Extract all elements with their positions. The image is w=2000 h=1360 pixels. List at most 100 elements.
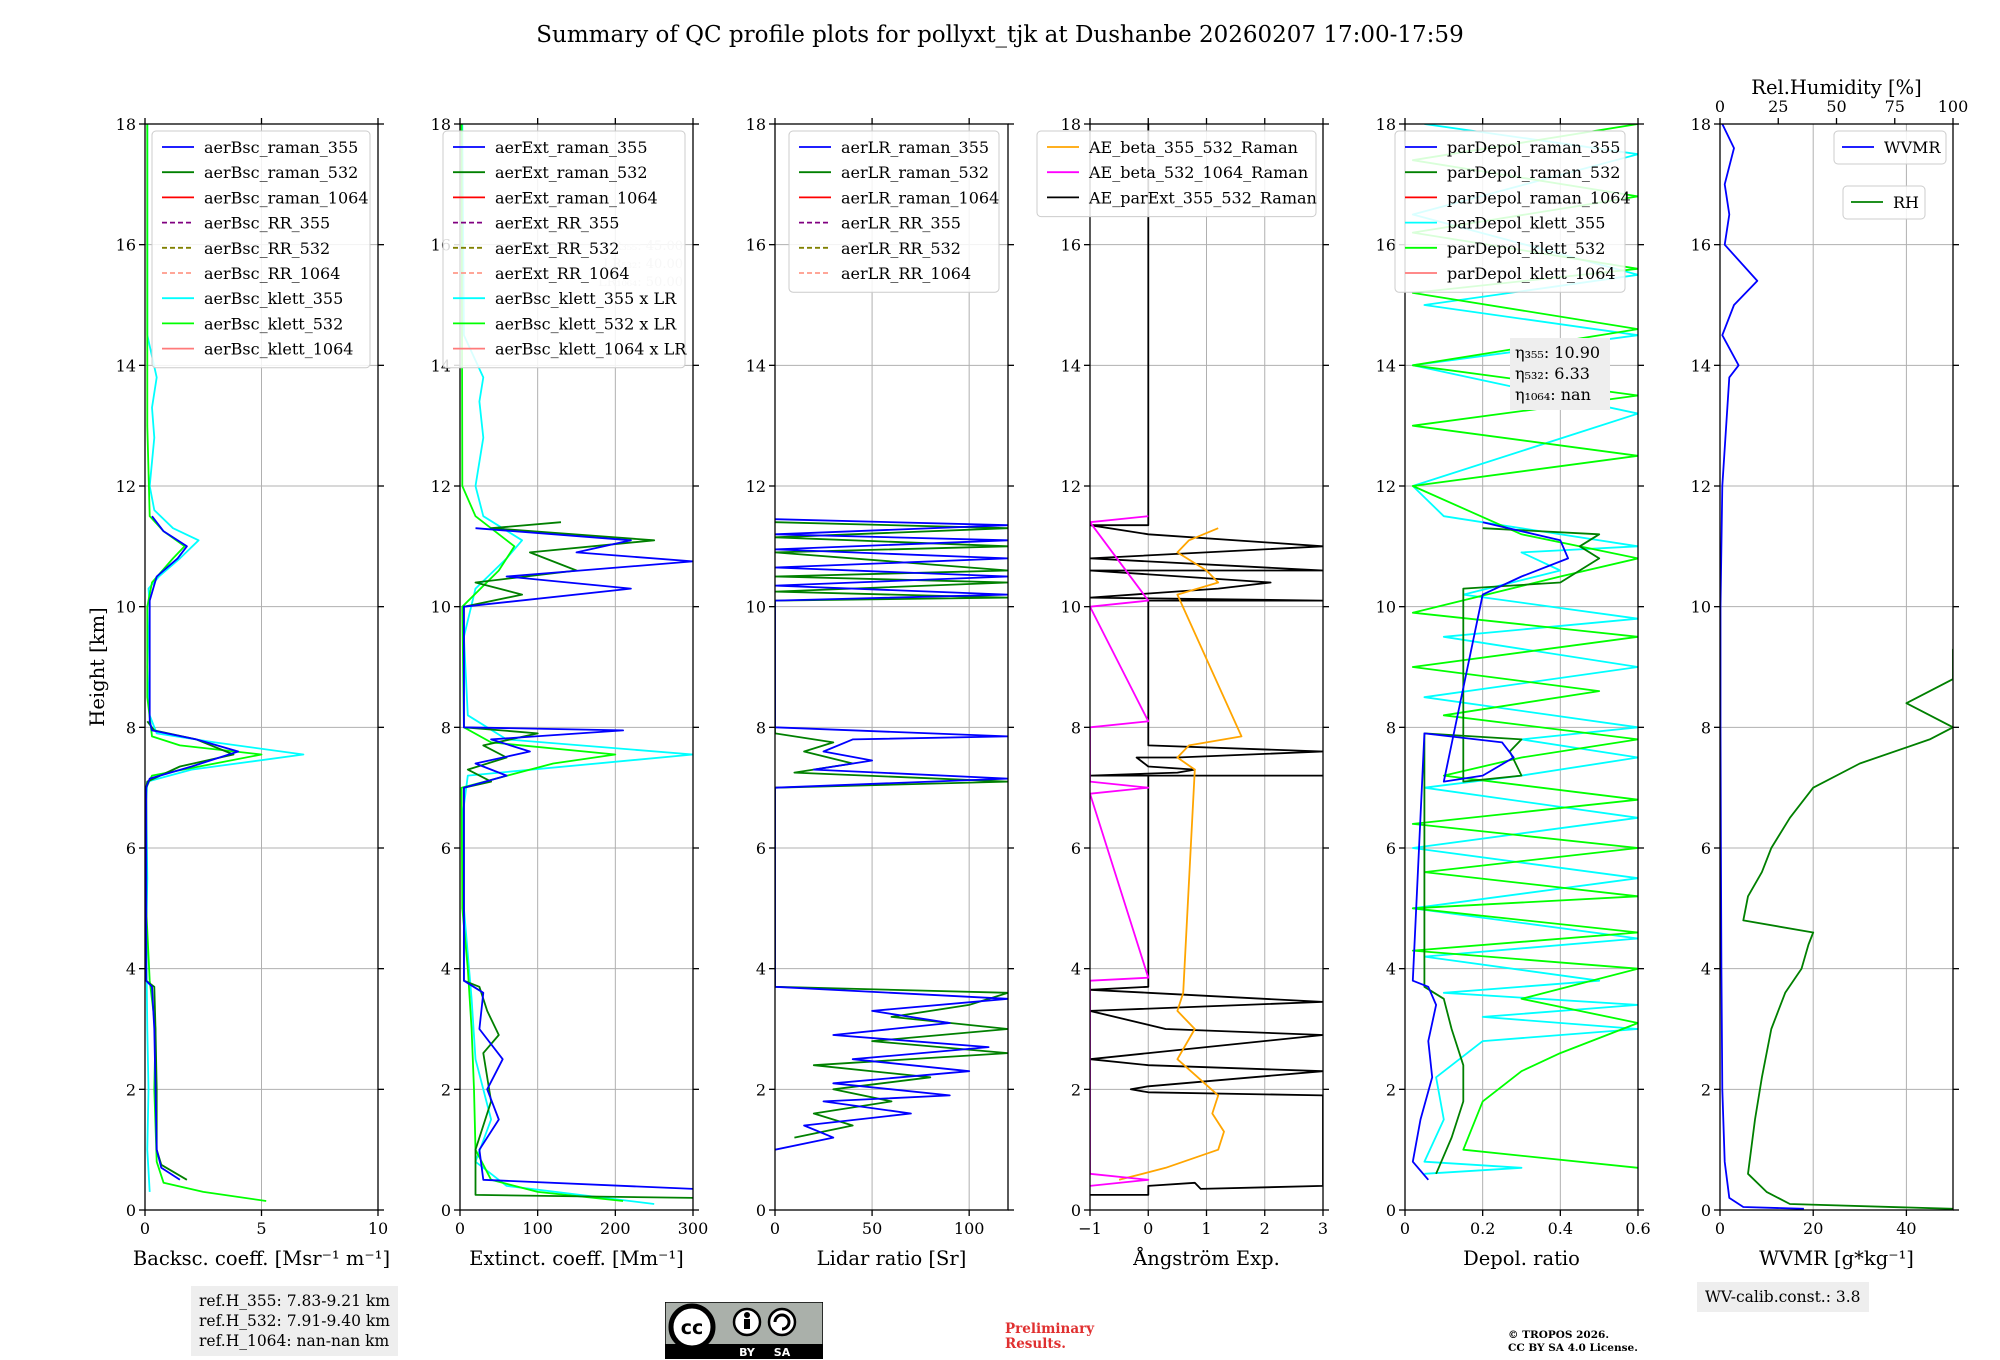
x-tick-label: 2 (1260, 1219, 1270, 1238)
series-line-WVMR (1720, 124, 1804, 1210)
copyright-note: © TROPOS 2026. CC BY SA 4.0 License. (1508, 1329, 1638, 1355)
ref-height-box: ref.H_355: 7.83-9.21 km ref.H_532: 7.91-… (191, 1286, 398, 1356)
y-tick-label: 12 (1376, 477, 1396, 496)
y-tick-label: 16 (1691, 236, 1711, 255)
legend-label: AE_parExt_355_532_Raman (1088, 188, 1317, 207)
legend-label: aerBsc_raman_355 (204, 138, 358, 157)
y-tick-label: 12 (116, 477, 136, 496)
x-tick-label: 0.6 (1625, 1219, 1650, 1238)
chart-panel-1: 0 2 4 6 8 10 12 14 16 18 0 5 10 Backsc. coeff. [Msr⁻¹… (86, 115, 390, 1270)
x-axis-label: Ångström Exp. (1132, 1245, 1280, 1270)
legend-panel-2: aerExt_raman_355 aerExt_raman_532 aerExt_r… (442, 130, 687, 369)
y-tick-label: 4 (1071, 960, 1081, 979)
x2-tick-label: 100 (1938, 97, 1969, 116)
legend-box (1833, 130, 1947, 165)
figure-title: Summary of QC profile plots for pollyxt_… (536, 22, 1464, 48)
legend-label: AE_beta_532_1064_Raman (1088, 163, 1308, 182)
sa-label: SA (774, 1346, 791, 1359)
depol-annotation-line: η₅₃₂: 6.33 (1515, 364, 1590, 383)
legend-label: aerLR_raman_1064 (841, 188, 999, 207)
x-tick-label: 10 (368, 1219, 388, 1238)
legend-label: aerLR_RR_532 (841, 239, 961, 258)
legend-panel-3: aerLR_raman_355 aerLR_raman_532 aerLR_rama… (788, 130, 1000, 293)
y-tick-label: 2 (126, 1080, 136, 1099)
y-tick-label: 18 (1691, 115, 1711, 134)
legend-label: aerExt_RR_532 (495, 239, 619, 258)
y-tick-label: 18 (746, 115, 766, 134)
legend-label: aerBsc_klett_1064 x LR (495, 340, 687, 359)
legend-label: aerBsc_klett_532 x LR (495, 314, 677, 333)
cc-license-badge: cc BY SA (665, 1302, 823, 1359)
series-line-aerBsc_raman_355 (145, 515, 240, 1181)
wv-calib-box: WV-calib.const.: 3.8 (1697, 1282, 1869, 1312)
x-tick-label: 20 (1803, 1219, 1823, 1238)
legend-label: aerLR_raman_355 (841, 138, 989, 157)
y-tick-label: 12 (1691, 477, 1711, 496)
legend-label: parDepol_raman_1064 (1447, 188, 1631, 207)
y-tick-label: 10 (431, 598, 451, 617)
y-tick-label: 10 (1061, 598, 1081, 617)
x2-tick-label: 50 (1826, 97, 1846, 116)
x-tick-label: 3 (1318, 1219, 1328, 1238)
x2-tick-label: 25 (1768, 97, 1788, 116)
series-line-AE_beta_532_1064_Raman (1090, 515, 1150, 1187)
ref-height-355: ref.H_355: 7.83-9.21 km (199, 1292, 390, 1310)
legend-panel-4: AE_beta_355_532_Raman AE_beta_532_1064_Ra… (1036, 130, 1317, 218)
legend-label: parDepol_raman_532 (1447, 163, 1620, 182)
series-line-aerBsc_klett_355 x LR (461, 124, 693, 1205)
legend-box (151, 130, 371, 369)
sa-icon (767, 1307, 797, 1337)
legend-label: parDepol_klett_355 (1447, 214, 1605, 233)
x-tick-label: 0 (770, 1219, 780, 1238)
y-tick-label: 0 (1701, 1201, 1711, 1220)
legend-label: parDepol_raman_355 (1447, 138, 1620, 157)
legend-label: parDepol_klett_532 (1447, 239, 1605, 258)
series-line-aerBsc_raman_532 (145, 720, 235, 1181)
x-axis-label: Backsc. coeff. [Msr⁻¹ m⁻¹] (133, 1247, 390, 1270)
y-tick-label: 14 (1376, 356, 1396, 375)
x-tick-label: 5 (256, 1219, 266, 1238)
legend-panel-5: parDepol_raman_355 parDepol_raman_532 parD… (1394, 130, 1631, 293)
legend-label: aerBsc_raman_532 (204, 163, 358, 182)
legend-label: aerExt_raman_1064 (495, 188, 658, 207)
y-tick-label: 16 (1061, 236, 1081, 255)
axes-frame (774, 123, 1009, 1211)
legend-box (1036, 130, 1317, 218)
y-tick-label: 4 (1701, 960, 1711, 979)
legend-label: aerLR_raman_532 (841, 163, 989, 182)
legend-panel-1: aerBsc_raman_355 aerBsc_raman_532 aerBsc_r… (151, 130, 371, 369)
y-tick-label: 6 (1071, 839, 1081, 858)
y-tick-label: 8 (126, 718, 136, 737)
series-line-AE_parExt_355_532_Raman (1090, 124, 1323, 1196)
x-axis-label: Extinct. coeff. [Mm⁻¹] (469, 1247, 684, 1270)
y-tick-label: 10 (1376, 598, 1396, 617)
legend-label: aerLR_RR_355 (841, 214, 961, 233)
legend-box (442, 130, 686, 369)
x-axis-label: WVMR [g*kg⁻¹] (1759, 1247, 1914, 1270)
y-tick-label: 6 (756, 839, 766, 858)
ref-height-1064: ref.H_1064: nan-nan km (199, 1332, 390, 1350)
depol-annotation-box (1510, 338, 1610, 410)
y-tick-label: 16 (116, 236, 136, 255)
y-tick-label: 0 (441, 1201, 451, 1220)
y-tick-label: 8 (441, 718, 451, 737)
legend-label: parDepol_klett_1064 (1447, 264, 1616, 283)
series-line-AE_beta_355_532_Raman (1118, 527, 1243, 1181)
y-tick-label: 14 (1691, 356, 1711, 375)
y-tick-label: 10 (746, 598, 766, 617)
legend-panel-6: WVMR RH (1833, 130, 1947, 220)
x-tick-label: 200 (600, 1219, 631, 1238)
y-tick-label: 6 (1701, 839, 1711, 858)
legend-label: aerLR_RR_1064 (841, 264, 971, 283)
axes-frame (1404, 123, 1639, 1211)
x-tick-label: 100 (522, 1219, 553, 1238)
y-tick-label: 0 (126, 1201, 136, 1220)
y-tick-label: 12 (431, 477, 451, 496)
x-tick-label: 0 (140, 1219, 150, 1238)
preliminary-line-1: Preliminary (1005, 1321, 1095, 1337)
y-tick-label: 2 (1386, 1080, 1396, 1099)
